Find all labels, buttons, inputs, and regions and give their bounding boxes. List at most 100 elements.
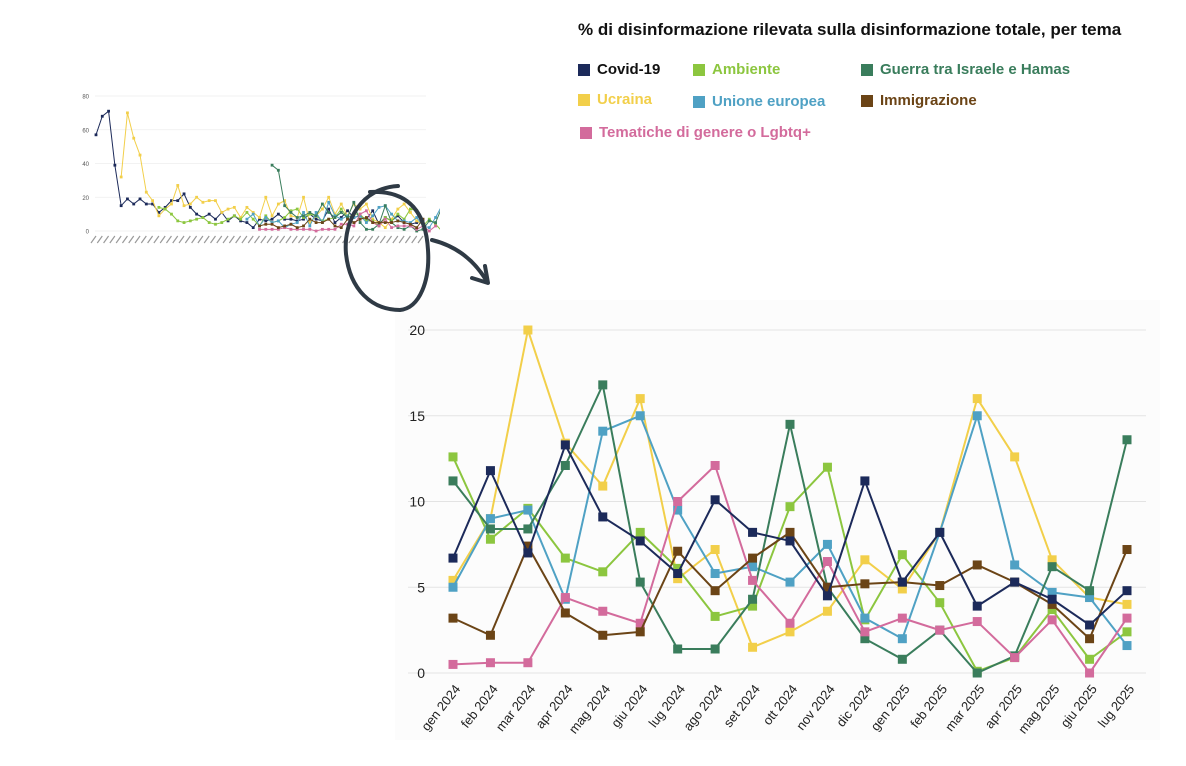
data-point-ucraina [748, 642, 758, 652]
data-point-guerra [598, 380, 608, 390]
y-tick-label: 15 [409, 408, 425, 424]
data-point-guerra [1085, 586, 1095, 596]
data-point-covid [673, 569, 683, 579]
data-point-covid [635, 536, 645, 546]
data-point-covid [897, 577, 907, 587]
data-point-guerra [785, 419, 795, 429]
data-point-ambiente [448, 452, 458, 462]
data-point-immigrazione [523, 541, 533, 551]
data-point-ue [1047, 587, 1057, 597]
mini-data-point-ucraina [302, 195, 305, 199]
mini-data-point-ucraina [251, 211, 255, 214]
mini-data-point-ucraina [245, 205, 249, 209]
mini-data-point-ambiente [302, 216, 305, 219]
data-point-guerra [897, 654, 907, 664]
chart-title: % di disinformazione rilevata sulla disi… [578, 20, 1122, 39]
mini-data-point-genere [434, 224, 437, 228]
data-point-genere [1047, 615, 1057, 625]
data-point-ambiente [485, 534, 495, 544]
data-point-ue [1010, 560, 1020, 570]
mini-data-point-ambiente [320, 219, 324, 223]
data-point-ucraina [1047, 555, 1057, 565]
y-tick-label: 20 [409, 322, 425, 338]
legend-label-ue: Unione europea [712, 93, 826, 110]
data-point-covid [935, 527, 945, 537]
data-point-immigrazione [972, 560, 982, 570]
data-point-genere [860, 627, 870, 637]
mini-x-tick-label [222, 235, 229, 244]
mini-data-point-ambiente [289, 209, 293, 213]
data-point-ue [785, 577, 795, 587]
mini-data-point-ue [314, 211, 318, 214]
data-point-genere [523, 658, 533, 668]
data-point-ue [1085, 593, 1095, 603]
legend-label-ambiente: Ambiente [712, 61, 781, 78]
data-point-ue [523, 505, 533, 515]
data-point-ue [972, 411, 982, 421]
mini-data-point-ambiente [283, 216, 287, 219]
mini-data-point-ambiente [201, 216, 205, 219]
mini-data-point-covid [94, 133, 98, 137]
mini-data-point-ucraina [220, 211, 224, 214]
data-point-covid [560, 440, 570, 450]
mini-data-point-guerra [283, 204, 287, 208]
mini-x-tick-label [272, 235, 279, 244]
mini-x-tick-label [291, 235, 298, 244]
mini-data-point-immigrazione [302, 224, 305, 228]
data-point-covid [822, 591, 832, 601]
mini-data-point-immigrazione [333, 224, 337, 228]
mini-x-tick-label [165, 235, 172, 244]
y-tick-label: 5 [417, 579, 425, 595]
mini-data-point-ambiente [214, 222, 217, 226]
mini-data-point-covid [270, 217, 274, 221]
plot-background [395, 300, 1160, 740]
data-point-genere [972, 617, 982, 627]
mini-data-point-ambiente [182, 221, 186, 224]
mini-data-point-immigrazione [283, 224, 287, 228]
legend-label-covid: Covid-19 [597, 61, 661, 78]
data-point-ucraina [1122, 599, 1132, 609]
data-point-immigrazione [822, 582, 832, 592]
mini-data-point-covid [245, 221, 249, 224]
mini-data-point-ue [264, 216, 268, 219]
data-point-ambiente [785, 502, 795, 512]
mini-data-point-covid [302, 217, 305, 221]
mini-data-point-ucraina [320, 207, 324, 211]
data-point-covid [448, 553, 458, 563]
data-point-covid [1010, 577, 1020, 587]
data-point-ucraina [972, 394, 982, 404]
y-tick-label: 0 [417, 665, 425, 681]
data-point-ue [897, 634, 907, 644]
mini-data-point-ucraina [201, 200, 205, 204]
mini-data-point-ambiente [339, 207, 343, 211]
data-point-covid [485, 466, 495, 476]
mini-data-point-genere [327, 227, 331, 231]
mini-data-point-covid [327, 207, 331, 211]
legend-swatch-genere [580, 126, 592, 139]
mini-data-point-covid [188, 205, 192, 209]
mini-data-point-ucraina [207, 199, 211, 203]
data-point-ambiente [1122, 627, 1132, 637]
mini-data-point-covid [182, 192, 186, 196]
mini-data-point-ambiente [157, 205, 161, 209]
mini-data-point-immigrazione [270, 222, 274, 226]
mini-y-tick-label: 20 [82, 196, 89, 202]
mini-data-point-covid [144, 202, 148, 206]
mini-data-point-ucraina [339, 202, 343, 206]
data-point-immigrazione [598, 630, 608, 640]
data-point-immigrazione [1122, 545, 1132, 555]
data-point-ucraina [635, 394, 645, 404]
mini-data-point-ambiente [226, 217, 230, 221]
mini-data-point-ue [245, 217, 249, 221]
mini-data-point-ambiente [207, 221, 211, 224]
data-point-genere [448, 659, 458, 669]
data-point-ambiente [748, 601, 758, 611]
data-point-guerra [860, 634, 870, 644]
data-point-guerra [485, 524, 495, 534]
mini-data-point-covid [107, 109, 110, 113]
mini-data-point-immigrazione [339, 226, 343, 230]
mini-x-tick-label [115, 235, 122, 244]
data-point-genere [673, 497, 683, 506]
data-point-guerra [1047, 562, 1057, 572]
